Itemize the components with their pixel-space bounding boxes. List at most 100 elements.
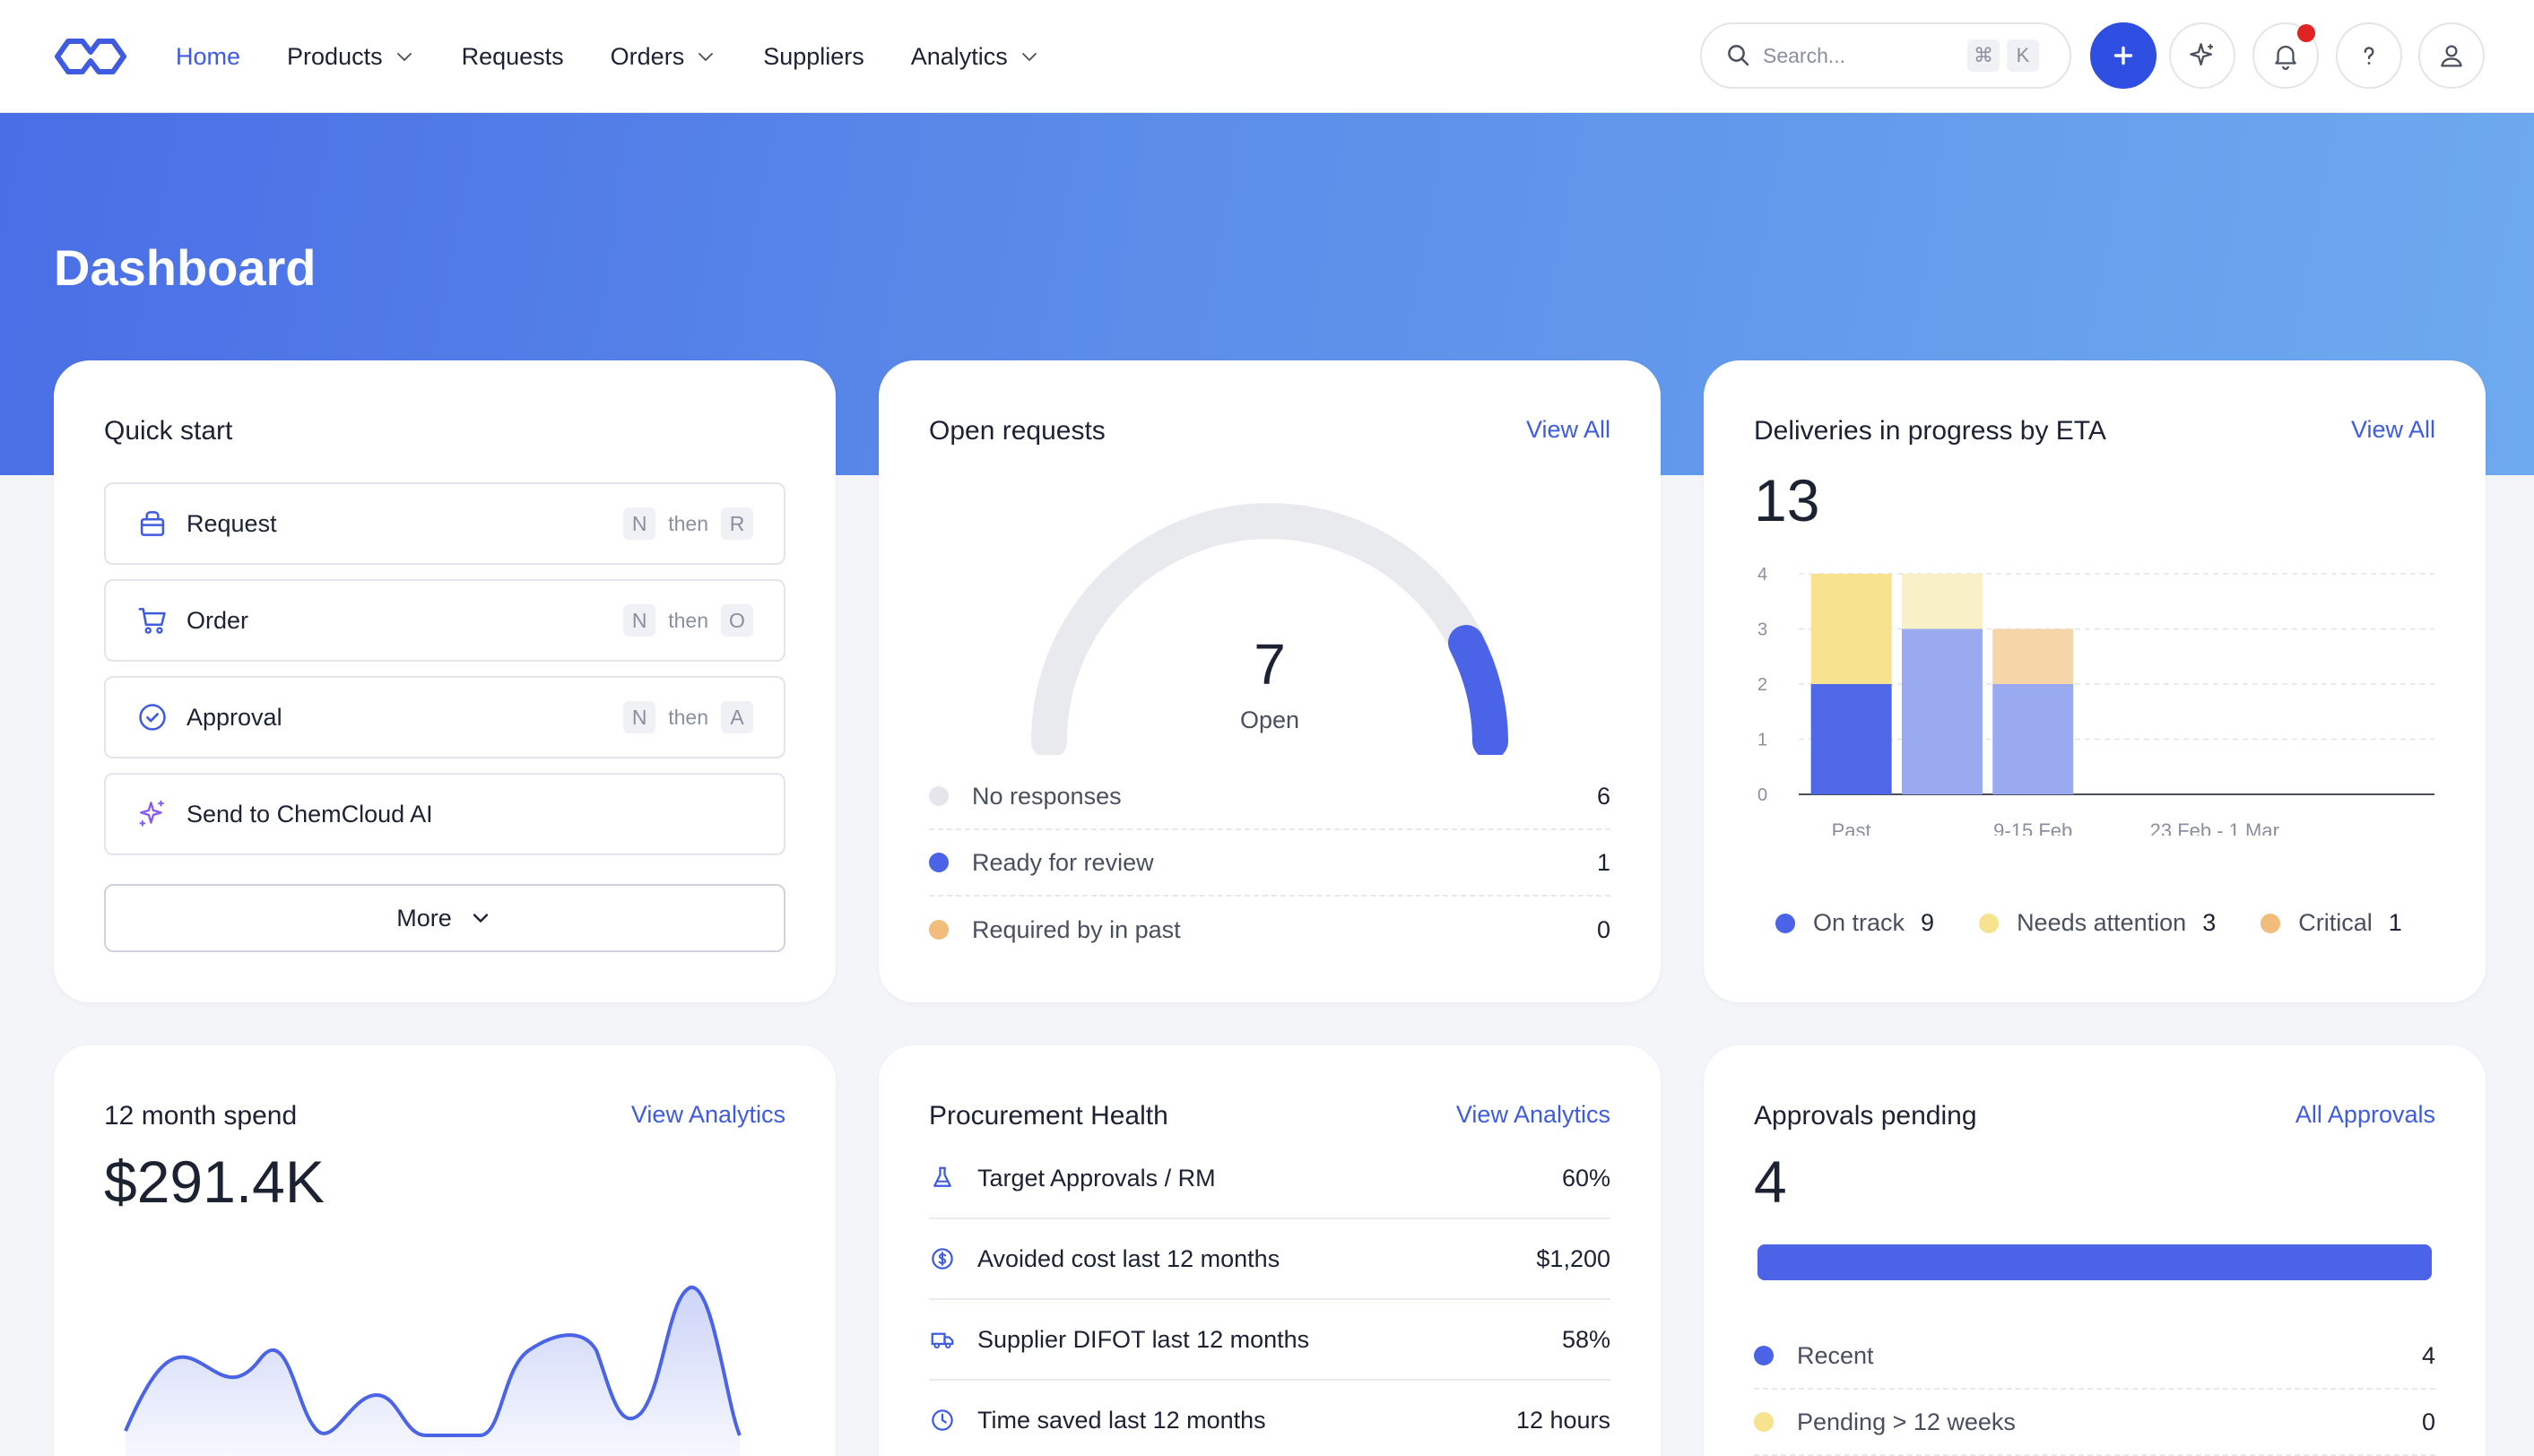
health-metric-row: Supplier DIFOT last 12 months 58% (929, 1300, 1610, 1381)
row-label: No responses (972, 782, 1122, 810)
spend-line-chart (124, 1286, 742, 1456)
metric-label: Time saved last 12 months (977, 1406, 1266, 1434)
legend-swatch (1979, 913, 2000, 933)
status-dot (1754, 1346, 1774, 1365)
help-button[interactable] (2336, 22, 2402, 89)
page-title: Dashboard (54, 239, 317, 296)
approvals-count: 4 (1754, 1148, 1787, 1215)
shortcut-key: N (623, 507, 656, 540)
legend-count: 3 (2202, 909, 2217, 936)
card-title: Approvals pending (1754, 1101, 1977, 1131)
view-analytics-link[interactable]: View Analytics (630, 1101, 785, 1128)
row-value: 4 (2421, 1341, 2435, 1369)
metric-value: 60% (1561, 1164, 1610, 1192)
metric-label: Supplier DIFOT last 12 months (977, 1325, 1310, 1353)
bar-segment (1810, 684, 1892, 794)
row-label: Recent (1797, 1341, 1874, 1369)
bar-segment (1992, 628, 2074, 684)
legend-label: Critical (2298, 909, 2373, 936)
shortcut-key: R (721, 507, 753, 540)
clock-icon (932, 1409, 953, 1431)
ai-assistant-button[interactable] (2169, 22, 2235, 89)
nav-item-analytics[interactable]: Analytics (911, 43, 1040, 71)
more-label: More (396, 904, 452, 932)
status-dot (929, 786, 949, 806)
legend-row: Recent 4 (1754, 1323, 2435, 1390)
check-circle-icon (135, 699, 170, 735)
search-icon (1728, 45, 1749, 66)
more-button[interactable]: More (104, 884, 785, 952)
approvals-progress-track (1757, 1244, 2432, 1280)
add-button[interactable] (2090, 22, 2157, 89)
view-all-link[interactable]: View All (2350, 416, 2435, 443)
all-approvals-link[interactable]: All Approvals (2295, 1101, 2435, 1128)
shortcut-then: then (668, 705, 708, 729)
bar-segment (1992, 684, 2074, 794)
legend-label: Needs attention (2017, 909, 2187, 936)
gauge-chart (1031, 503, 1508, 755)
shortcut-then: then (668, 608, 708, 632)
profile-button[interactable] (2418, 22, 2485, 89)
deliveries-total: 13 (1754, 467, 1820, 533)
nav-item-label: Orders (610, 42, 685, 70)
shortcut-k-key: K (2007, 39, 2039, 72)
approvals-card: Approvals pending All Approvals 4 Recent… (1704, 1045, 2486, 1456)
nav-item-products[interactable]: Products (287, 43, 415, 71)
row-value: 0 (1596, 915, 1610, 943)
y-tick-label: 1 (1757, 731, 1767, 750)
legend-row: No responses 6 (929, 764, 1610, 830)
x-tick-label: Past (1832, 819, 1871, 836)
logo-icon[interactable] (52, 34, 129, 79)
nav-item-suppliers[interactable]: Suppliers (763, 43, 864, 71)
metric-value: $1,200 (1536, 1244, 1610, 1272)
quick-start-label: Send to ChemCloud AI (187, 800, 433, 828)
chevron-down-icon (396, 53, 412, 61)
legend-count: 9 (1921, 909, 1935, 936)
quick-start-label: Approval (187, 703, 282, 731)
shortcut-key: A (721, 701, 753, 733)
nav-item-label: Requests (461, 42, 564, 70)
gauge-value: 7 (1254, 632, 1286, 697)
status-dot (1754, 1412, 1774, 1432)
legend-label: On track (1813, 909, 1905, 936)
legend-row: Required by in past 0 (929, 897, 1610, 963)
sparkle-icon (2190, 43, 2214, 66)
nav-menu: Home Products Requests Orders Suppliers Analy… (176, 0, 1040, 113)
nav-item-home[interactable]: Home (176, 43, 240, 71)
user-icon (2441, 45, 2462, 67)
bar-segment (1901, 574, 1983, 629)
dollar-circle-icon (932, 1248, 953, 1270)
flask-icon (933, 1166, 951, 1187)
view-all-link[interactable]: View All (1525, 416, 1610, 443)
nav-item-label: Home (176, 42, 241, 70)
search-input[interactable] (1763, 43, 1960, 68)
approvals-progress-fill (1757, 1244, 2432, 1280)
nav-item-label: Suppliers (763, 42, 864, 70)
metric-label: Avoided cost last 12 months (977, 1244, 1280, 1272)
row-value: 6 (1596, 782, 1610, 810)
nav-item-orders[interactable]: Orders (611, 43, 717, 71)
card-title: 12 month spend (104, 1101, 298, 1131)
basket-icon (135, 506, 170, 542)
metric-label: Target Approvals / RM (977, 1164, 1216, 1192)
view-analytics-link[interactable]: View Analytics (1455, 1101, 1610, 1128)
notifications-button[interactable] (2252, 22, 2319, 89)
x-tick-label: 9-15 Feb (1993, 819, 2072, 836)
cart-icon (135, 602, 170, 638)
quick-start-send[interactable]: Send to ChemCloud AI (104, 773, 785, 855)
shortcut-key: O (721, 604, 753, 637)
health-metric-row: Avoided cost last 12 months $1,200 (929, 1219, 1610, 1300)
row-label: Pending > 12 weeks (1797, 1408, 2016, 1435)
spend-line (124, 1286, 742, 1437)
open-requests-card: Open requests View All 7 Open No respons… (879, 360, 1661, 1002)
nav-item-requests[interactable]: Requests (462, 43, 564, 71)
search-box[interactable]: ⌘ K (1700, 22, 2071, 89)
truck-icon (931, 1332, 954, 1349)
legend-row: Ready for review 1 (929, 830, 1610, 897)
top-navigation: Home Products Requests Orders Suppliers Analy… (0, 0, 2534, 113)
